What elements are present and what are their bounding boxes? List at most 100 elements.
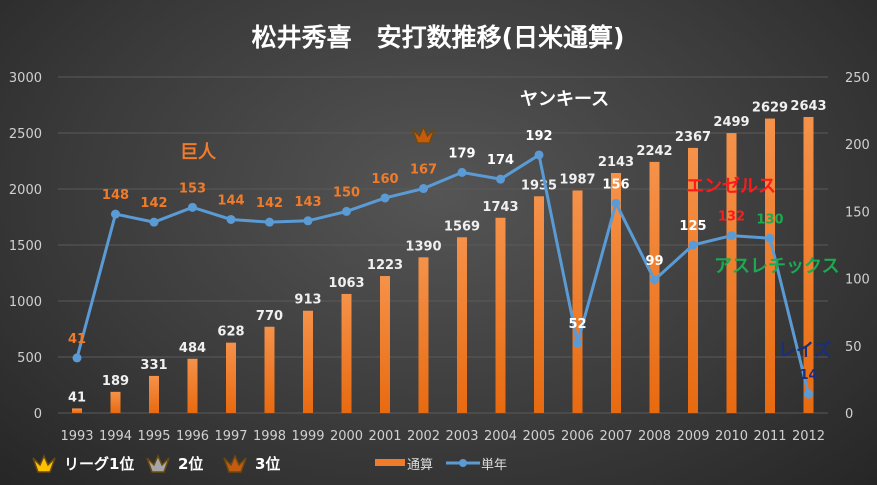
- line-label-2005: 192: [525, 129, 552, 144]
- line-label-2012: 14: [799, 368, 817, 383]
- bar-label-2010: 2499: [713, 115, 749, 130]
- bar-1994: [110, 391, 121, 413]
- bar-2011: [765, 118, 775, 413]
- legend-label: 単年: [481, 457, 507, 473]
- x-tick-2006: 2006: [561, 429, 594, 444]
- legend-line-marker: [459, 459, 467, 467]
- bar-2004: [495, 217, 506, 413]
- team-label: アスレチックス: [714, 256, 839, 277]
- y-left-tick: 500: [17, 351, 42, 366]
- line-single-year: [75, 152, 810, 395]
- bar-label-2002: 1390: [405, 239, 441, 254]
- bar-label-2006: 1987: [559, 172, 595, 187]
- bar-2005: [534, 196, 544, 413]
- x-tick-2007: 2007: [599, 429, 632, 444]
- x-tick-2000: 2000: [330, 429, 363, 444]
- line-label-2003: 179: [448, 146, 475, 161]
- x-tick-2011: 2011: [753, 429, 786, 444]
- x-tick-2010: 2010: [715, 429, 748, 444]
- line-point-2012: [804, 389, 813, 399]
- x-tick-2005: 2005: [522, 429, 555, 444]
- y-left-tick: 0: [34, 407, 42, 422]
- bar-label-2001: 1223: [367, 258, 403, 273]
- x-tick-1995: 1995: [137, 429, 170, 444]
- bar-2010: [726, 133, 737, 413]
- bar-label-1997: 628: [217, 325, 244, 340]
- x-tick-2003: 2003: [445, 429, 478, 444]
- x-tick-1996: 1996: [176, 429, 209, 444]
- bar-2009: [688, 147, 698, 413]
- bar-1997: [226, 342, 236, 413]
- bar-label-2004: 1743: [482, 200, 518, 215]
- bar-label-1998: 770: [256, 309, 283, 324]
- bar-label-1996: 484: [179, 341, 206, 356]
- bar-1996: [187, 358, 198, 413]
- bar-1995: [149, 375, 159, 413]
- y-right-tick: 50: [845, 340, 862, 355]
- bar-2006: [572, 190, 583, 413]
- x-tick-2012: 2012: [792, 429, 825, 444]
- x-tick-1993: 1993: [60, 429, 93, 444]
- bar-label-2007: 2143: [598, 155, 634, 170]
- team-label: エンゼルス: [686, 175, 776, 197]
- legend-label: 通算: [407, 458, 433, 473]
- bar-1993: [72, 408, 82, 413]
- line-point-1999: [303, 216, 313, 226]
- line-label-2010: 132: [718, 210, 745, 225]
- bar-label-2005: 1935: [521, 178, 557, 193]
- bar-label-1993: 41: [68, 390, 86, 405]
- team-label: ヤンキース: [520, 89, 609, 110]
- bar-label-1999: 913: [294, 293, 321, 308]
- line-label-2002: 167: [410, 163, 437, 178]
- bar-label-1995: 331: [140, 358, 167, 373]
- y-right-tick: 100: [845, 273, 870, 288]
- bar-2003: [457, 237, 467, 413]
- line-label-1995: 142: [140, 196, 167, 211]
- x-tick-2008: 2008: [638, 429, 671, 444]
- bar-1998: [264, 326, 275, 413]
- x-tick-1998: 1998: [253, 429, 286, 444]
- x-tick-1994: 1994: [99, 429, 132, 444]
- line-label-2000: 150: [333, 185, 360, 200]
- line-point-2004: [496, 174, 505, 184]
- legend-bar-swatch: [375, 459, 405, 466]
- bar-label-2008: 2242: [636, 144, 672, 159]
- bar-label-2012: 2643: [790, 99, 826, 114]
- x-tick-2009: 2009: [676, 429, 709, 444]
- x-tick-2004: 2004: [484, 429, 517, 444]
- line-label-2007: 156: [602, 177, 629, 192]
- team-label: 巨人: [180, 142, 217, 163]
- y-left-tick: 2000: [9, 183, 42, 198]
- line-point-2001: [380, 193, 390, 203]
- line-point-2000: [342, 206, 351, 216]
- bar-2002: [418, 257, 429, 413]
- line-label-1993: 41: [68, 332, 86, 347]
- y-right-tick: 200: [845, 138, 870, 153]
- line-point-2010: [727, 231, 736, 241]
- rank-legend-label: 3位: [255, 455, 280, 473]
- line-label-2004: 174: [487, 153, 514, 168]
- line-point-1995: [149, 217, 159, 227]
- line-label-2008: 99: [645, 254, 663, 269]
- line-label-1996: 153: [179, 181, 206, 196]
- line-point-2003: [457, 167, 467, 177]
- line-point-2007: [611, 198, 621, 208]
- y-right-tick: 0: [845, 407, 853, 422]
- bar-2000: [341, 293, 352, 413]
- line-point-2011: [765, 233, 775, 243]
- y-left-tick: 2500: [9, 127, 42, 142]
- bar-2008: [649, 161, 660, 413]
- line-point-1996: [188, 202, 197, 212]
- bar-label-2000: 1063: [328, 276, 364, 291]
- line-label-2006: 52: [568, 317, 586, 332]
- bar-2007: [611, 172, 621, 413]
- line-point-2008: [650, 275, 659, 285]
- line-point-1994: [111, 209, 120, 219]
- line-point-1997: [226, 214, 236, 224]
- y-right-tick: 150: [845, 205, 870, 220]
- line-label-2011: 130: [756, 212, 783, 227]
- bar-label-2003: 1569: [444, 219, 480, 234]
- y-left-tick: 3000: [9, 71, 42, 86]
- bar-2001: [380, 276, 390, 413]
